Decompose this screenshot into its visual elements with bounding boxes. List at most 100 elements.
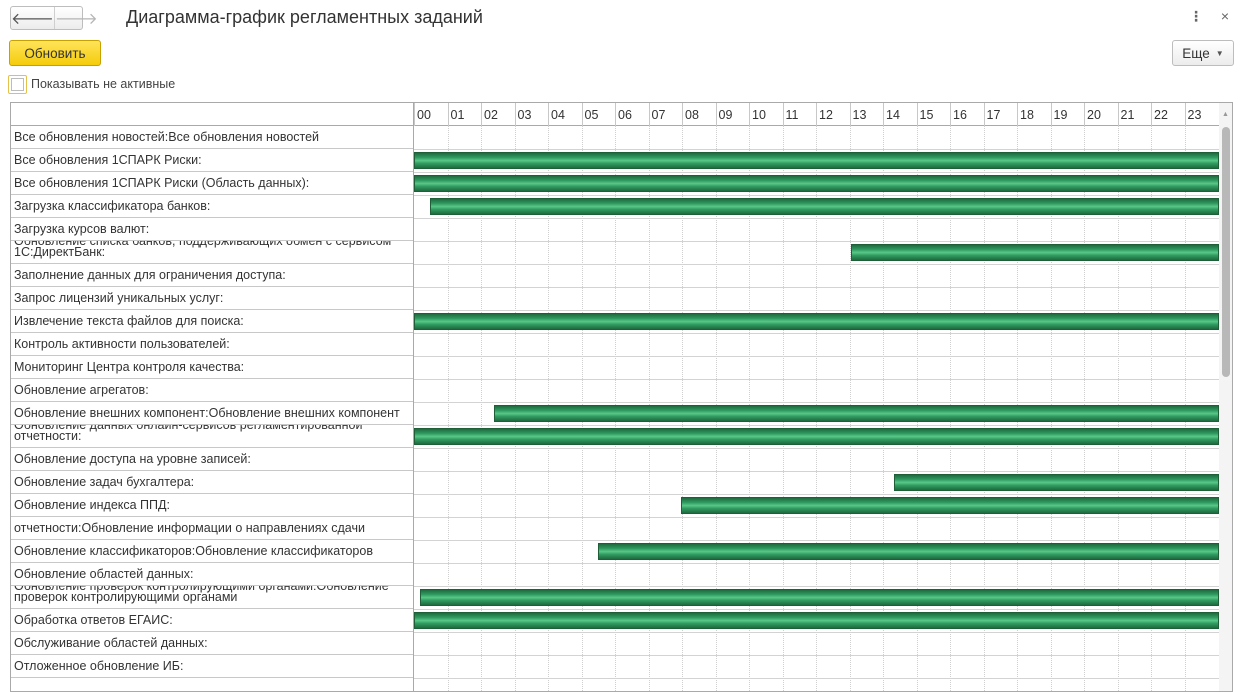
task-name: Обновление агрегатов: — [14, 383, 149, 397]
task-name: Обслуживание областей данных: — [14, 636, 208, 650]
nav-buttons: 🡐 🡒 — [10, 6, 98, 30]
hour-label: 20 — [1084, 103, 1118, 126]
row-gridline — [414, 333, 1219, 334]
row-gridline — [414, 471, 1219, 472]
task-row-label[interactable]: Загрузка курсов валют: — [11, 218, 413, 241]
task-name: Обновление областей данных: — [14, 567, 194, 581]
row-gridline — [414, 494, 1219, 495]
task-name: Обновление классификаторов:Обновление кл… — [14, 544, 373, 558]
hour-label: 09 — [715, 103, 750, 126]
schedule-bar[interactable] — [414, 313, 1219, 330]
row-gridline — [414, 517, 1219, 518]
task-row-label[interactable]: Обновление данных онлайн-сервисов реглам… — [11, 425, 413, 448]
schedule-bar[interactable] — [414, 428, 1219, 445]
schedule-bar[interactable] — [851, 244, 1219, 261]
task-row-label[interactable]: отчетности:Обновление информации о напра… — [11, 517, 413, 540]
task-name: Отложенное обновление ИБ: — [14, 659, 184, 673]
task-row-label[interactable]: Обновление проверок контролирующими орга… — [11, 586, 413, 609]
task-name: Обновление доступа на уровне записей: — [14, 452, 251, 466]
task-row-label[interactable]: Обновление агрегатов: — [11, 379, 413, 402]
hour-label: 11 — [782, 103, 817, 126]
more-menu-icon[interactable]: ⋮ — [1189, 8, 1203, 24]
task-name: Обновление индекса ППД: — [14, 498, 170, 512]
show-inactive-label: Показывать не активные — [31, 77, 176, 91]
task-row-label[interactable]: Загрузка классификатора банков: — [11, 195, 413, 218]
task-row-label[interactable]: Обновление списка банков, поддерживающих… — [11, 241, 413, 264]
task-row-label[interactable]: Все обновления новостей:Все обновления н… — [11, 126, 413, 149]
timeline-area: 00 01 02 03 04 05 06 07 08 09 10 11 12 13 14 15 16 17 18 19… — [414, 103, 1219, 691]
task-labels-column: Все обновления новостей:Все обновления н… — [11, 103, 414, 691]
schedule-bar[interactable] — [414, 152, 1219, 169]
row-gridline — [414, 356, 1219, 357]
schedule-bar[interactable] — [681, 497, 1219, 514]
hour-label: 15 — [916, 103, 951, 126]
schedule-bar[interactable] — [494, 405, 1219, 422]
task-name: Все обновления новостей:Все обновления н… — [14, 130, 320, 144]
scroll-thumb[interactable] — [1222, 127, 1230, 377]
row-gridline — [414, 540, 1219, 541]
task-name: Мониторинг Центра контроля качества: — [14, 360, 245, 374]
close-icon[interactable]: × — [1220, 8, 1230, 24]
hour-label: 12 — [816, 103, 850, 126]
row-gridline — [414, 379, 1219, 380]
more-button[interactable]: Еще ▼ — [1172, 40, 1234, 66]
back-icon[interactable]: 🡐 — [11, 10, 54, 28]
task-row-label[interactable]: Запрос лицензий уникальных услуг: — [11, 287, 413, 310]
task-row-label[interactable]: Все обновления 1СПАРК Риски: — [11, 149, 413, 172]
row-gridline — [414, 287, 1219, 288]
task-name: отчетности:Обновление информации о напра… — [14, 521, 365, 535]
hour-label: 14 — [883, 103, 917, 126]
task-name: Обновление списка банков, поддерживающих… — [14, 241, 392, 259]
task-name: Все обновления 1СПАРК Риски: — [14, 153, 202, 167]
row-gridline — [414, 172, 1219, 173]
schedule-bar[interactable] — [414, 175, 1219, 192]
task-row-label[interactable]: Обновление задач бухгалтера: — [11, 471, 413, 494]
task-name: Контроль активности пользователей: — [14, 337, 230, 351]
vertical-scrollbar[interactable]: ▲ — [1219, 103, 1232, 691]
hour-label: 02 — [481, 103, 515, 126]
task-row-label[interactable]: Обновление индекса ППД: — [11, 494, 413, 517]
schedule-chart: Все обновления новостей:Все обновления н… — [10, 102, 1233, 692]
row-gridline — [414, 563, 1219, 564]
task-row-label[interactable]: Отложенное обновление ИБ: — [11, 655, 413, 678]
row-gridline — [414, 402, 1219, 403]
show-inactive-checkbox[interactable] — [8, 75, 27, 94]
schedule-bar[interactable] — [598, 543, 1219, 560]
hour-label: 10 — [749, 103, 783, 126]
task-row-label[interactable]: Заполнение данных для ограничения доступ… — [11, 264, 413, 287]
hour-label: 07 — [648, 103, 683, 126]
refresh-button[interactable]: Обновить — [9, 40, 101, 66]
task-name: Загрузка классификатора банков: — [14, 199, 211, 213]
hour-header: 00 01 02 03 04 05 06 07 08 09 10 11 12 13 14 15 16 17 18 19… — [414, 103, 1219, 126]
schedule-bar[interactable] — [894, 474, 1219, 491]
schedule-bar[interactable] — [429, 198, 1219, 215]
task-row-label[interactable]: Контроль активности пользователей: — [11, 333, 413, 356]
task-row-label[interactable]: Обработка ответов ЕГАИС: — [11, 609, 413, 632]
chevron-down-icon: ▼ — [1215, 48, 1224, 58]
scroll-up-icon[interactable]: ▲ — [1222, 111, 1229, 118]
task-name: Обработка ответов ЕГАИС: — [14, 613, 173, 627]
task-row-label[interactable]: Извлечение текста файлов для поиска: — [11, 310, 413, 333]
hour-label: 03 — [514, 103, 549, 126]
task-row-label[interactable]: Все обновления 1СПАРК Риски (Область дан… — [11, 172, 413, 195]
forward-icon[interactable]: 🡒 — [53, 7, 98, 29]
task-row-label[interactable]: Обновление доступа на уровне записей: — [11, 448, 413, 471]
row-gridline — [414, 448, 1219, 449]
task-name: Обновление задач бухгалтера: — [14, 475, 195, 489]
row-gridline — [414, 195, 1219, 196]
schedule-bar[interactable] — [419, 589, 1219, 606]
task-row-label[interactable]: Обновление классификаторов:Обновление кл… — [11, 540, 413, 563]
hour-label: 23 — [1184, 103, 1219, 126]
task-row-label[interactable]: Обновление областей данных: — [11, 563, 413, 586]
task-name: Обновление проверок контролирующими орга… — [14, 586, 389, 604]
task-name: Обновление внешних компонент:Обновление … — [14, 406, 400, 420]
hour-label: 19 — [1050, 103, 1085, 126]
hour-label: 08 — [682, 103, 716, 126]
hour-label: 13 — [849, 103, 884, 126]
task-row-label[interactable]: Обслуживание областей данных: — [11, 632, 413, 655]
task-row-label[interactable]: Мониторинг Центра контроля качества: — [11, 356, 413, 379]
schedule-bar[interactable] — [414, 612, 1219, 629]
row-gridline — [414, 586, 1219, 587]
page-title: Диаграмма-график регламентных заданий — [126, 7, 483, 27]
task-row-label[interactable]: Обновление внешних компонент:Обновление … — [11, 402, 413, 425]
